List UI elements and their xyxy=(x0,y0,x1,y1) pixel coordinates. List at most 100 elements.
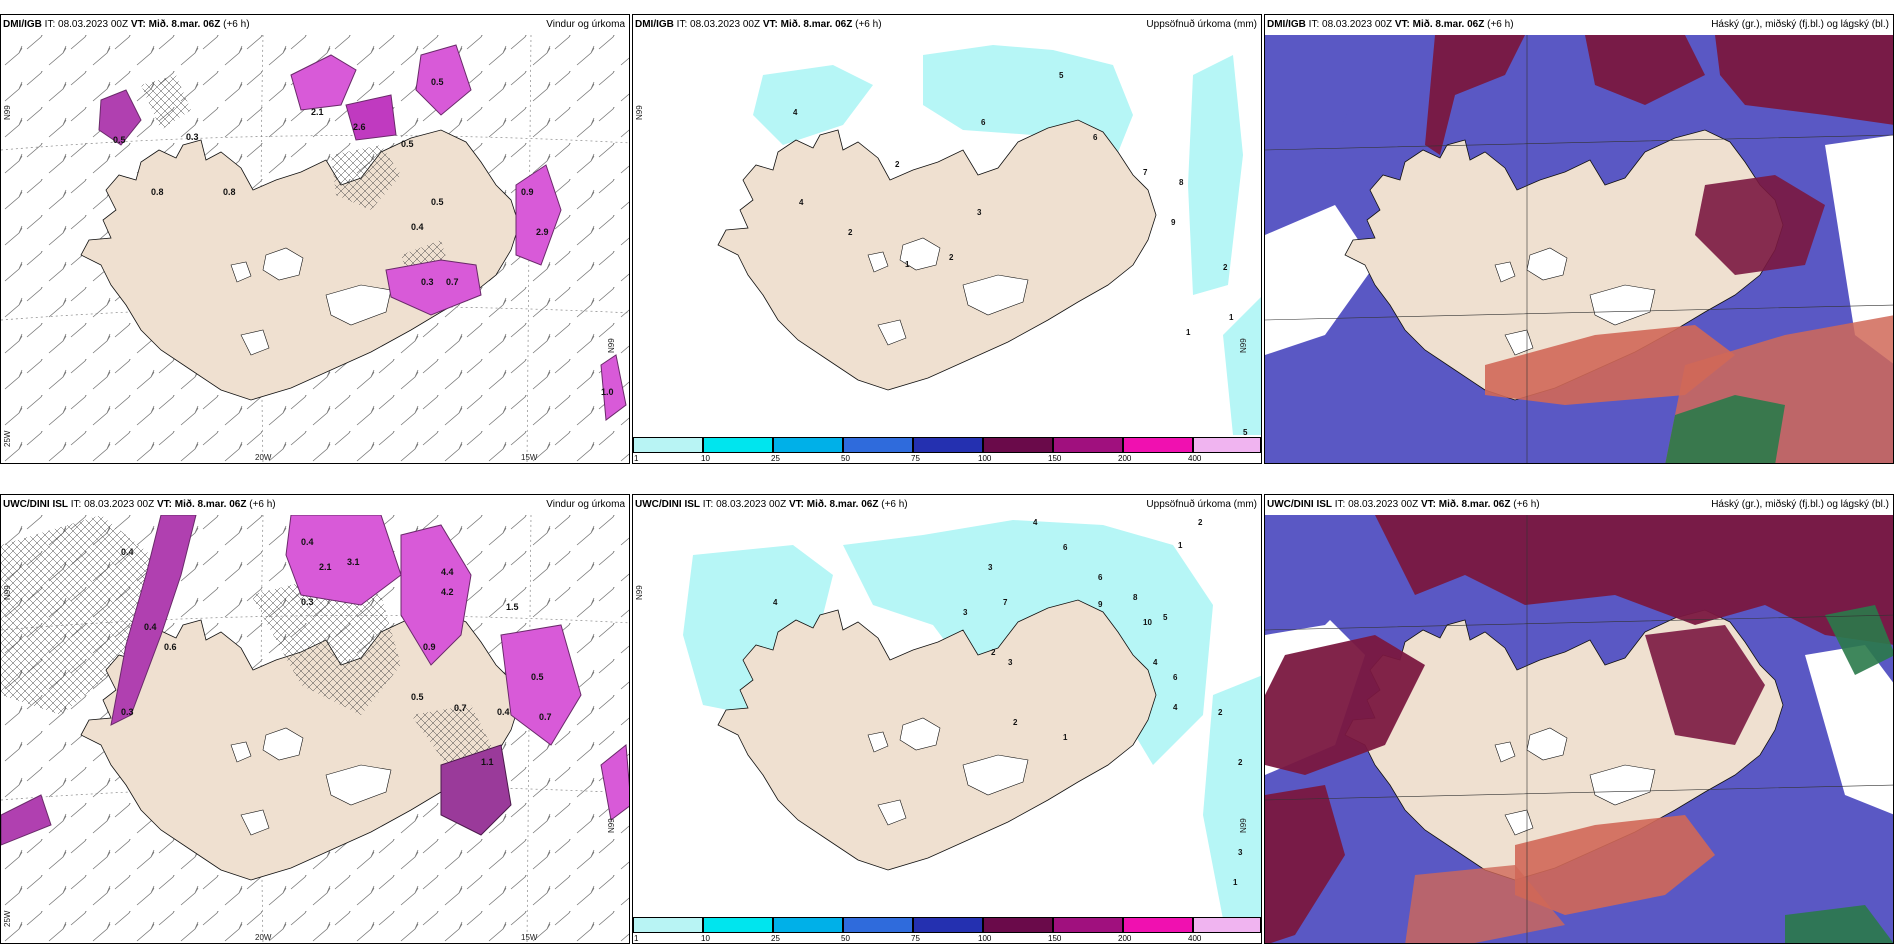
precip-value: 0.3 xyxy=(301,597,314,607)
colorbar-tick: 10 xyxy=(701,454,710,463)
lon-label-left: 25W xyxy=(3,430,12,447)
wind-precip-map: 0.4 0.4 2.1 3.1 4.4 0.3 0.4 0.6 0.9 0.7 … xyxy=(1,515,629,943)
lon-label: 20W xyxy=(255,453,272,462)
iceland-land xyxy=(717,119,1157,391)
snow-hatch xyxy=(251,575,501,785)
high-cloud-area xyxy=(1375,515,1893,645)
low-cloud-area xyxy=(1405,865,1565,943)
panel-header: UWC/DINI ISL IT: 08.03.2023 00Z VT: Mið.… xyxy=(633,495,1261,515)
high-cloud-area xyxy=(1265,785,1345,943)
precip-value: 1 xyxy=(1229,313,1234,322)
colorbar-swatch xyxy=(703,437,773,453)
precip-value: 4 xyxy=(793,108,798,117)
precip-value: 0.4 xyxy=(301,537,314,547)
valid-label: VT: xyxy=(1420,499,1436,510)
colorbar-tick: 10 xyxy=(701,934,710,943)
precip-value: 2 xyxy=(1218,708,1223,717)
precip-value: 2 xyxy=(1198,518,1203,527)
lat-label: N99 xyxy=(607,818,616,833)
valid-label: VT: xyxy=(762,19,778,30)
clear-sky xyxy=(1825,135,1893,364)
precip-value: 5 xyxy=(1243,428,1248,437)
panel-title: Uppsöfnuð úrkoma (mm) xyxy=(1146,499,1257,510)
precip-value: 6 xyxy=(1093,133,1098,142)
precip-value: 1.1 xyxy=(481,757,494,767)
precip-cell-north xyxy=(285,515,402,606)
colorbar-swatch xyxy=(843,437,913,453)
precip-value: 6 xyxy=(981,118,986,127)
panel-title: Háský (gr.), miðský (fj.bl.) og lágský (… xyxy=(1711,499,1889,510)
panel-title: Uppsöfnuð úrkoma (mm) xyxy=(1146,19,1257,30)
colorbar-swatch xyxy=(1123,437,1193,453)
precip-value: 2 xyxy=(895,160,900,169)
panel-title: Vindur og úrkoma xyxy=(546,499,625,510)
precip-value: 6 xyxy=(1063,543,1068,552)
high-cloud-area xyxy=(1425,35,1525,155)
precip-value: 0.7 xyxy=(539,712,552,722)
colorbar-swatch xyxy=(843,917,913,933)
precip-value: 10 xyxy=(1143,618,1152,627)
low-cloud-area xyxy=(1515,815,1715,915)
precip-value: 9 xyxy=(1171,218,1176,227)
wind-precip-map: 2.1 2.6 0.5 0.5 0.3 0.8 0.5 0.4 0.3 0.7 … xyxy=(1,35,629,463)
accum-precip-map: 4 6 2 1 3 4 7 3 6 8 9 10 5 4 6 4 3 2 2 1… xyxy=(683,518,1261,919)
colorbar-tick: 75 xyxy=(911,934,920,943)
valid-label: VT: xyxy=(156,499,172,510)
lat-label: N99 xyxy=(3,105,12,120)
precip-value: 4 xyxy=(1153,658,1158,667)
precip-cell-southeast xyxy=(440,744,512,836)
colorbar-tick: 50 xyxy=(841,934,850,943)
precip-value: 0.3 xyxy=(186,132,199,142)
precip-cell-far-east xyxy=(515,164,562,266)
precip-value: 5 xyxy=(1163,613,1168,622)
colorbar-swatch xyxy=(633,917,703,933)
precip-value: 0.7 xyxy=(446,277,459,287)
colorbar-tick: 50 xyxy=(841,454,850,463)
precip-value: 0.6 xyxy=(164,642,177,652)
lead-time: (+6 h) xyxy=(223,19,250,30)
lon-label-left: 25W xyxy=(3,910,12,927)
colorbar-tick: 1 xyxy=(634,454,639,463)
precip-value: 8 xyxy=(1179,178,1184,187)
precip-value: 2.6 xyxy=(353,122,366,132)
precip-cell-north xyxy=(290,54,357,111)
precip-value: 4 xyxy=(1173,703,1178,712)
precip-value: 0.8 xyxy=(151,187,164,197)
panel-header: UWC/DINI ISL IT: 08.03.2023 00Z VT: Mið.… xyxy=(1,495,629,515)
colorbar-swatch xyxy=(913,437,983,453)
model-name: UWC/DINI ISL xyxy=(3,499,68,510)
panel-dmi-wind-precip: DMI/IGB IT: 08.03.2023 00Z VT: Mið. 8.ma… xyxy=(0,14,630,464)
init-time: IT: 08.03.2023 00Z xyxy=(702,499,787,510)
panel-uwc-clouds: UWC/DINI ISL IT: 08.03.2023 00Z VT: Mið.… xyxy=(1264,494,1894,944)
lon-label: 15W xyxy=(521,933,538,942)
init-time: IT: 08.03.2023 00Z xyxy=(676,19,761,30)
colorbar-swatch xyxy=(983,437,1053,453)
precip-cell-northeast xyxy=(345,94,397,141)
precip-value: 3 xyxy=(988,563,993,572)
precip-cell-sw xyxy=(1,794,52,846)
model-name: DMI/IGB xyxy=(1267,19,1306,30)
precip-value: 1 xyxy=(1233,878,1238,887)
precip-value: 0.3 xyxy=(121,707,134,717)
colorbar: 1 10 25 50 75 100 150 200 400 xyxy=(633,917,1261,943)
high-cloud-area xyxy=(1265,635,1425,775)
high-cloud-area xyxy=(1585,35,1705,105)
precip-value: 0.4 xyxy=(144,622,157,632)
precip-value: 3 xyxy=(963,608,968,617)
colorbar-swatch xyxy=(1193,917,1261,933)
precip-value: 0.9 xyxy=(423,642,436,652)
precip-value: 0.3 xyxy=(421,277,434,287)
clouds-map xyxy=(1265,515,1893,943)
precip-value: 1 xyxy=(905,260,910,269)
panel-title: Háský (gr.), miðský (fj.bl.) og lágský (… xyxy=(1711,19,1889,30)
valid-label: VT: xyxy=(1394,19,1410,30)
fog-area xyxy=(1785,905,1893,943)
precip-value: 1.5 xyxy=(506,602,519,612)
lon-label: 20W xyxy=(255,933,272,942)
valid-label: VT: xyxy=(130,19,146,30)
colorbar-tick: 75 xyxy=(911,454,920,463)
precip-value: 4.4 xyxy=(441,567,454,577)
iceland-land xyxy=(717,599,1157,871)
colorbar-swatch xyxy=(1053,917,1123,933)
precip-value: 0.4 xyxy=(121,547,134,557)
